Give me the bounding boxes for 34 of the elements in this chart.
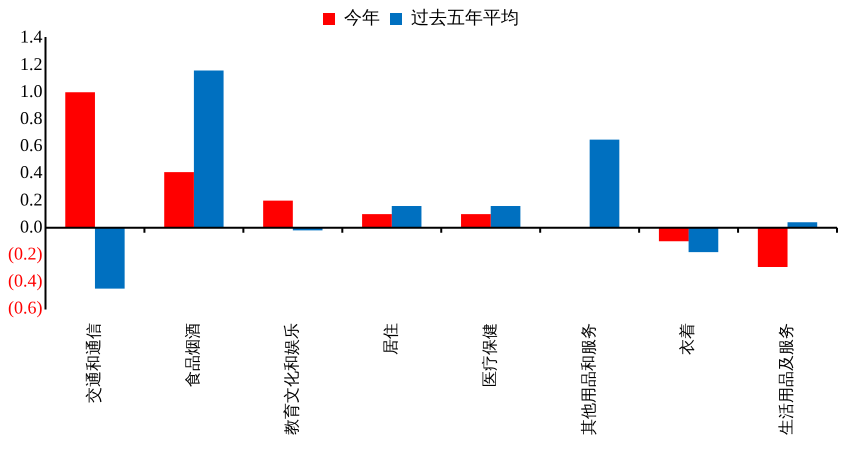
bar <box>65 92 95 228</box>
y-tick-label: (0.2) <box>8 244 42 264</box>
x-tick-label: 食品烟酒 <box>183 323 202 387</box>
bar <box>658 228 689 242</box>
legend-label: 过去五年平均 <box>411 8 519 28</box>
bar <box>392 206 422 228</box>
bar <box>263 200 293 228</box>
bar <box>590 140 620 228</box>
y-tick-label: (0.4) <box>8 270 42 291</box>
bar <box>194 70 224 228</box>
bar <box>490 206 520 228</box>
bar <box>362 214 392 228</box>
y-tick-label: 0.4 <box>20 162 42 182</box>
y-tick-label: 0.2 <box>20 189 42 210</box>
x-tick-label: 交通和通信 <box>84 323 104 403</box>
bar <box>461 214 491 228</box>
legend-label: 今年 <box>344 8 380 28</box>
y-tick-label: 1.4 <box>20 26 42 47</box>
y-tick-label: 0.6 <box>20 135 42 156</box>
x-tick-label: 其他用品和服务 <box>578 323 598 435</box>
y-tick-label: (0.6) <box>8 298 42 318</box>
y-tick-label: 1.0 <box>20 80 42 101</box>
x-tick-label: 居住 <box>380 323 400 355</box>
bar <box>758 228 788 267</box>
bar <box>94 228 125 289</box>
bar <box>164 172 194 228</box>
y-tick-label: 1.2 <box>20 54 42 74</box>
x-tick-label: 医疗保健 <box>480 323 499 387</box>
x-tick-label: 衣着 <box>678 323 697 355</box>
x-tick-label: 生活用品及服务 <box>776 323 796 435</box>
bar <box>688 228 718 252</box>
x-tick-label: 教育文化和娱乐 <box>282 323 301 435</box>
y-tick-label: 0.8 <box>20 108 42 128</box>
y-tick-label: 0.0 <box>20 216 42 236</box>
